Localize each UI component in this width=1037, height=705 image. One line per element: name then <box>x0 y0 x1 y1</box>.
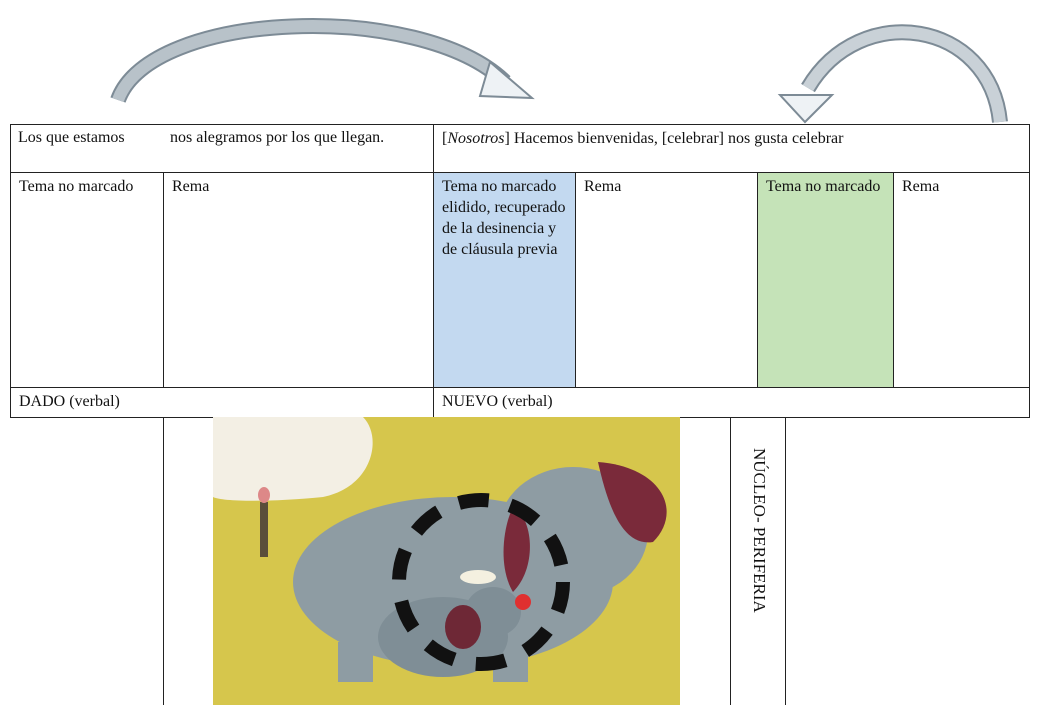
border <box>785 417 786 705</box>
tree-top <box>258 487 270 503</box>
arrow-right-outline <box>801 24 1008 124</box>
arrow-left <box>112 20 510 103</box>
role-cell: Rema <box>163 172 434 388</box>
tree <box>260 502 268 557</box>
arrow-right-head <box>777 94 835 124</box>
illustration <box>213 417 680 705</box>
header-text: Los que estamos <box>18 129 125 146</box>
footer-cell: NUEVO (verbal) <box>433 387 1030 418</box>
dashed-circle <box>392 493 570 671</box>
leg <box>338 642 373 682</box>
tusk <box>460 570 496 584</box>
header-text: ] Hacemos bienvenidas, [celebrar] nos gu… <box>504 130 844 147</box>
role-cell: Tema no marcado <box>10 172 164 388</box>
side-label: NÚCLEO- PERIFERIA <box>750 448 769 613</box>
role-cell: Tema no marcado elidido, recuperado de l… <box>433 172 576 388</box>
arrow-left-outline <box>110 18 511 104</box>
elephant-ear <box>598 462 667 543</box>
baby-ear <box>445 605 481 649</box>
header-text-italic: Nosotros <box>447 130 505 147</box>
header-text: nos alegramos por los que llegan. <box>170 129 385 146</box>
arrow-right <box>802 26 1006 123</box>
border <box>730 417 731 705</box>
header-right: [Nosotros] Hacemos bienvenidas, [celebra… <box>433 124 1030 173</box>
role-cell: Rema <box>893 172 1030 388</box>
role-cell: Tema no marcado <box>757 172 894 388</box>
arrow-left-head <box>478 60 535 100</box>
arrows <box>110 18 1008 124</box>
role-cell: Rema <box>575 172 758 388</box>
header-text: [ <box>442 130 448 147</box>
footer-cell: DADO (verbal) <box>10 387 434 418</box>
ball <box>515 594 531 610</box>
speech-bubble <box>213 417 373 501</box>
border <box>163 417 164 705</box>
elephant-ear <box>503 507 530 592</box>
